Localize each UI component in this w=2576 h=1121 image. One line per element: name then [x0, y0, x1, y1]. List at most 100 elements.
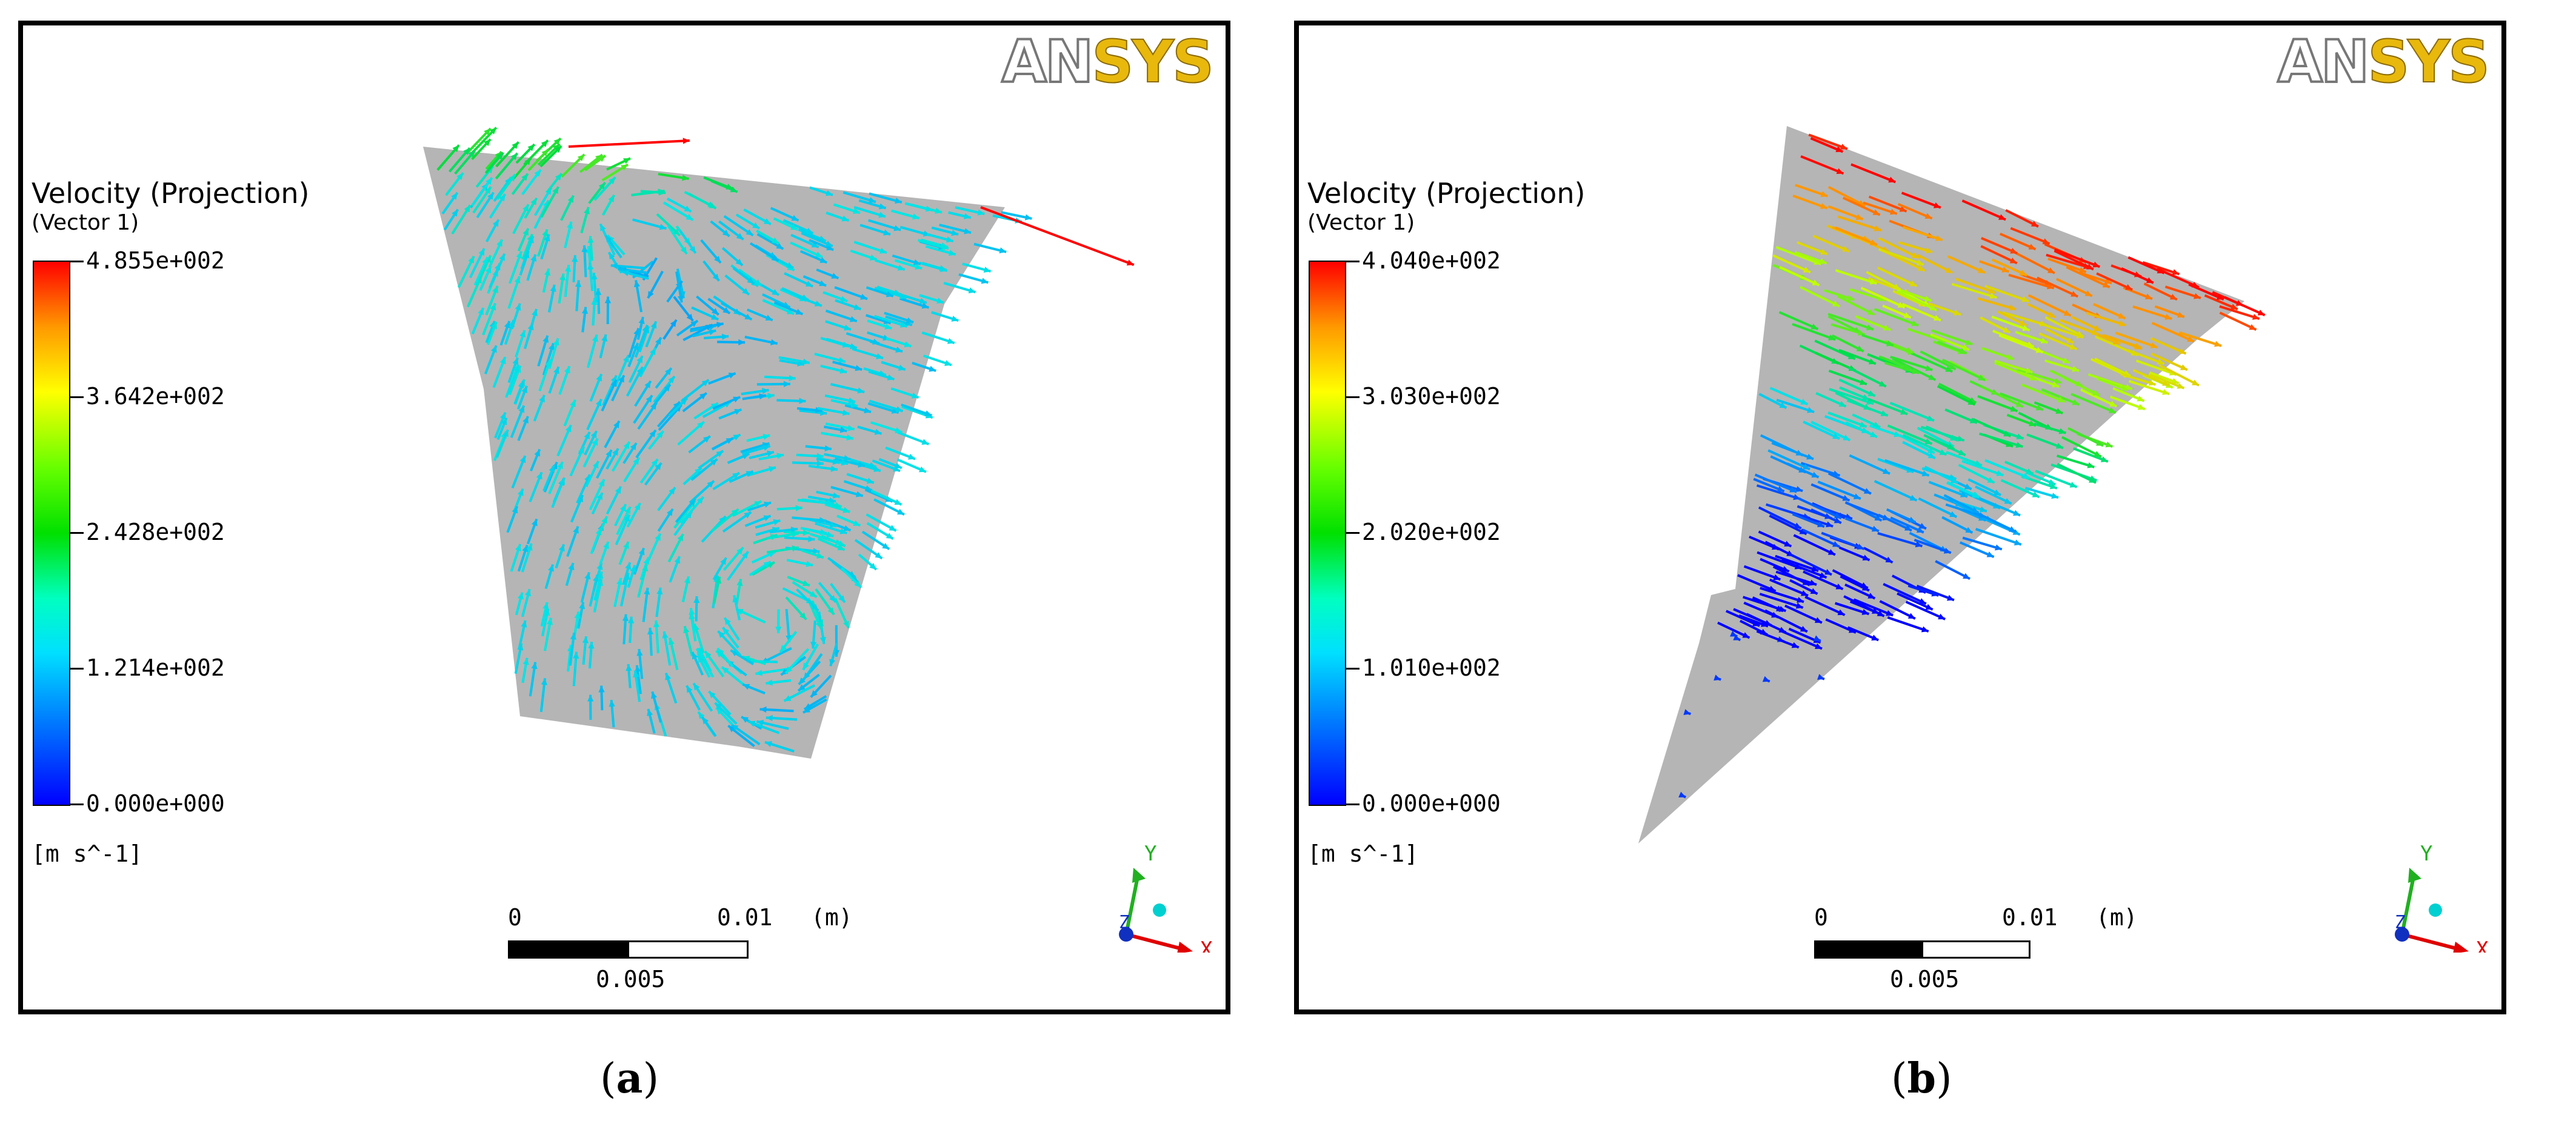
velocity-arrow-head	[899, 321, 907, 328]
velocity-arrow-head	[677, 534, 683, 542]
velocity-arrow-head	[2191, 282, 2199, 288]
velocity-arrow-head	[622, 355, 629, 363]
velocity-arrow-head	[601, 334, 608, 342]
velocity-arrow	[1769, 514, 1807, 536]
velocity-arrow-head	[790, 224, 798, 230]
velocity-arrow-head	[857, 387, 865, 394]
velocity-arrow	[1901, 302, 1941, 322]
velocity-arrow-head	[2015, 442, 2023, 448]
velocity-arrow-head	[802, 358, 810, 365]
velocity-arrow-head	[514, 276, 521, 284]
velocity-arrow-head	[815, 251, 823, 258]
velocity-arrow-head	[609, 177, 616, 184]
velocity-arrow-head	[692, 652, 698, 660]
velocity-arrow-head	[486, 178, 492, 185]
velocity-arrow-head	[552, 187, 559, 195]
velocity-arrow-head	[686, 313, 693, 321]
velocity-arrow-head	[1795, 602, 1803, 609]
velocity-arrow-head	[2042, 238, 2050, 244]
velocity-arrow-head	[581, 307, 589, 314]
velocity-arrow-head	[809, 591, 817, 597]
velocity-arrow-head	[1861, 609, 1869, 615]
velocity-arrow-head	[2003, 430, 2011, 437]
velocity-arrow-head	[1871, 525, 1879, 532]
velocity-arrow-head	[699, 393, 707, 400]
velocity-arrow-head	[512, 358, 519, 365]
velocity-arrow-head	[709, 329, 716, 336]
velocity-arrow-head	[2150, 342, 2158, 348]
velocity-arrow-head	[855, 491, 863, 497]
velocity-arrow-head	[1933, 202, 1941, 208]
velocity-arrow-head	[2216, 294, 2224, 300]
velocity-arrow-head	[766, 679, 773, 686]
domain-surface	[423, 147, 1005, 759]
velocity-arrow-head	[1925, 247, 1932, 254]
velocity-arrow-head	[709, 202, 716, 208]
velocity-arrow-head	[2137, 395, 2144, 402]
legend-tick-2: 3.030e+002	[1362, 383, 1501, 410]
velocity-arrow-head	[838, 595, 845, 603]
velocity-arrow	[1975, 511, 2017, 533]
velocity-arrow-head	[2047, 267, 2055, 273]
velocity-arrow-head	[504, 321, 510, 328]
velocity-arrow-head	[816, 552, 824, 559]
velocity-arrow-head	[536, 472, 542, 480]
velocity-arrow-head	[668, 637, 675, 645]
velocity-arrow-head	[1888, 176, 1896, 183]
velocity-arrow	[1905, 600, 1946, 620]
velocity-arrow-head	[527, 323, 534, 331]
velocity-arrow-head	[1843, 434, 1850, 441]
velocity-arrow-head	[1807, 407, 1815, 413]
velocity-arrow	[1776, 399, 1815, 413]
velocity-arrow-head	[1826, 521, 1834, 528]
velocity-arrow-head	[567, 221, 573, 229]
velocity-arrow-head	[1878, 381, 1886, 387]
velocity-arrow-head	[626, 664, 632, 671]
velocity-arrow-head	[746, 471, 753, 477]
velocity-arrow-head	[587, 262, 594, 270]
velocity-arrow-head	[752, 222, 760, 229]
velocity-arrow-head	[837, 544, 845, 551]
velocity-arrow-head	[1819, 258, 1827, 264]
velocity-arrow-head	[522, 545, 529, 553]
velocity-arrow-head	[1789, 487, 1797, 493]
velocity-arrow-head	[509, 174, 516, 182]
velocity-arrow-head	[815, 407, 823, 414]
velocity-arrow-head	[748, 720, 756, 727]
velocity-arrow-head	[564, 366, 570, 374]
velocity-arrow-head	[846, 434, 853, 441]
velocity-arrow-head	[935, 207, 943, 214]
velocity-arrow	[1810, 421, 1851, 442]
velocity-arrow-head	[1817, 521, 1824, 527]
velocity-arrow	[2021, 383, 2066, 404]
velocity-arrow-head	[519, 456, 526, 464]
velocity-arrow	[1868, 195, 1907, 213]
velocity-arrow-head	[1912, 368, 1920, 374]
velocity-arrow	[1951, 282, 1998, 299]
velocity-arrow-head	[1958, 449, 1966, 456]
velocity-arrow	[2094, 358, 2132, 378]
velocity-arrow	[1756, 484, 1801, 501]
velocity-arrow-head	[798, 684, 806, 691]
velocity-arrow-head	[1794, 563, 1802, 570]
velocity-arrow-head	[762, 433, 770, 440]
velocity-arrow-head	[1950, 434, 1958, 441]
velocity-arrow-head	[519, 330, 526, 338]
velocity-arrow-head	[1883, 324, 1891, 331]
velocity-arrow-head	[489, 127, 496, 135]
velocity-arrow-head	[1994, 489, 2001, 496]
velocity-arrow-head	[819, 280, 827, 287]
velocity-arrow-head	[1814, 617, 1822, 623]
velocity-arrow-head	[889, 525, 896, 531]
velocity-arrow	[2016, 368, 2062, 384]
vector-field-view-a	[423, 127, 1135, 759]
velocity-arrow-head	[839, 427, 847, 433]
velocity-arrow-head	[1776, 605, 1784, 611]
velocity-arrow-head	[715, 576, 722, 584]
velocity-arrow-head	[726, 437, 733, 444]
velocity-arrow-head	[674, 556, 681, 564]
velocity-arrow-head	[716, 450, 724, 457]
tick-mark	[70, 261, 84, 262]
velocity-arrow-head	[1813, 635, 1821, 641]
legend-units: [m s^-1]	[1307, 840, 1419, 867]
